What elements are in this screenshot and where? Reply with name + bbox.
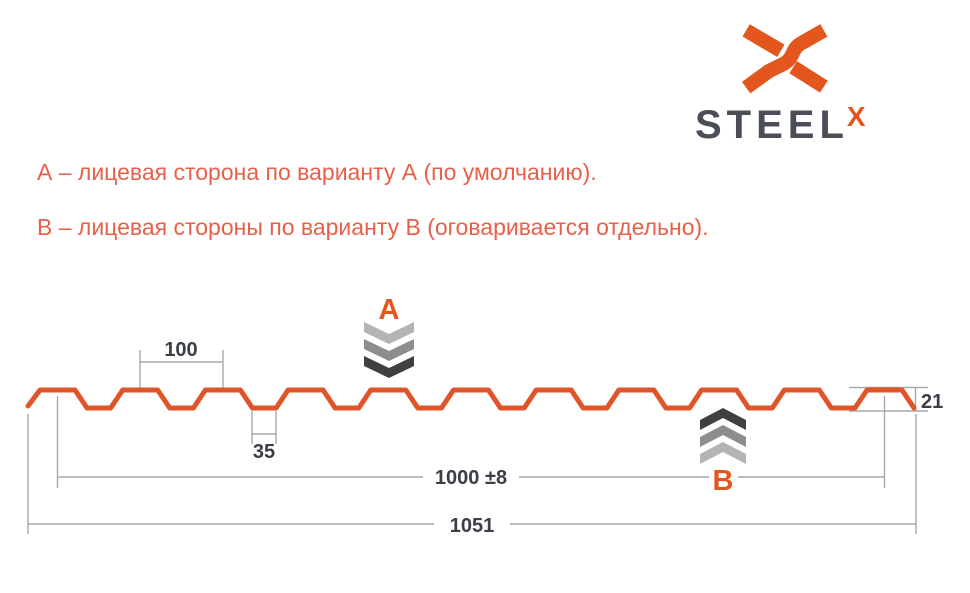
marker-variant-a: А	[364, 294, 414, 378]
chevron-down-icon	[364, 356, 414, 378]
dimension-overall-width	[27, 414, 917, 534]
logo-x-s-stroke	[741, 24, 828, 94]
chevron-up-icon	[700, 425, 746, 447]
logo-wordmark-text: STEEL	[695, 103, 849, 147]
chevron-up-icon	[700, 408, 746, 430]
chevron-down-icon	[364, 339, 414, 361]
marker-variant-b: В	[700, 408, 746, 497]
marker-b-letter: В	[713, 465, 734, 497]
dim-working-width-label: 1000 ±8	[435, 467, 507, 489]
note-line-variant-b: В – лицевая стороны по варианту В (огова…	[37, 214, 709, 240]
dimension-rib-bottom	[251, 411, 277, 444]
logo-wordmark-x: X	[846, 101, 866, 132]
logo-x-arm-bottomright	[789, 61, 828, 93]
profile-outline	[25, 387, 917, 411]
dim-height-label: 21	[921, 391, 943, 413]
dimension-pitch	[139, 350, 224, 388]
chevron-down-icon	[364, 322, 414, 344]
dimension-working-width	[56, 396, 886, 488]
marker-a-letter: А	[379, 294, 400, 326]
chevron-up-icon	[700, 442, 746, 464]
note-line-variant-a: А – лицевая сторона по варианту А (по ум…	[37, 159, 597, 185]
steelx-logo-icon	[741, 24, 828, 94]
logo-wordmark: STEELX	[695, 101, 915, 148]
logo-x-arm-topleft	[742, 24, 785, 57]
marker-b-label-backplate	[709, 466, 738, 493]
logo: STEELX	[695, 0, 915, 150]
dim-rib-bottom-label: 35	[253, 441, 275, 463]
dim-pitch-label: 100	[164, 339, 197, 361]
dim-overall-width-label: 1051	[450, 515, 495, 537]
